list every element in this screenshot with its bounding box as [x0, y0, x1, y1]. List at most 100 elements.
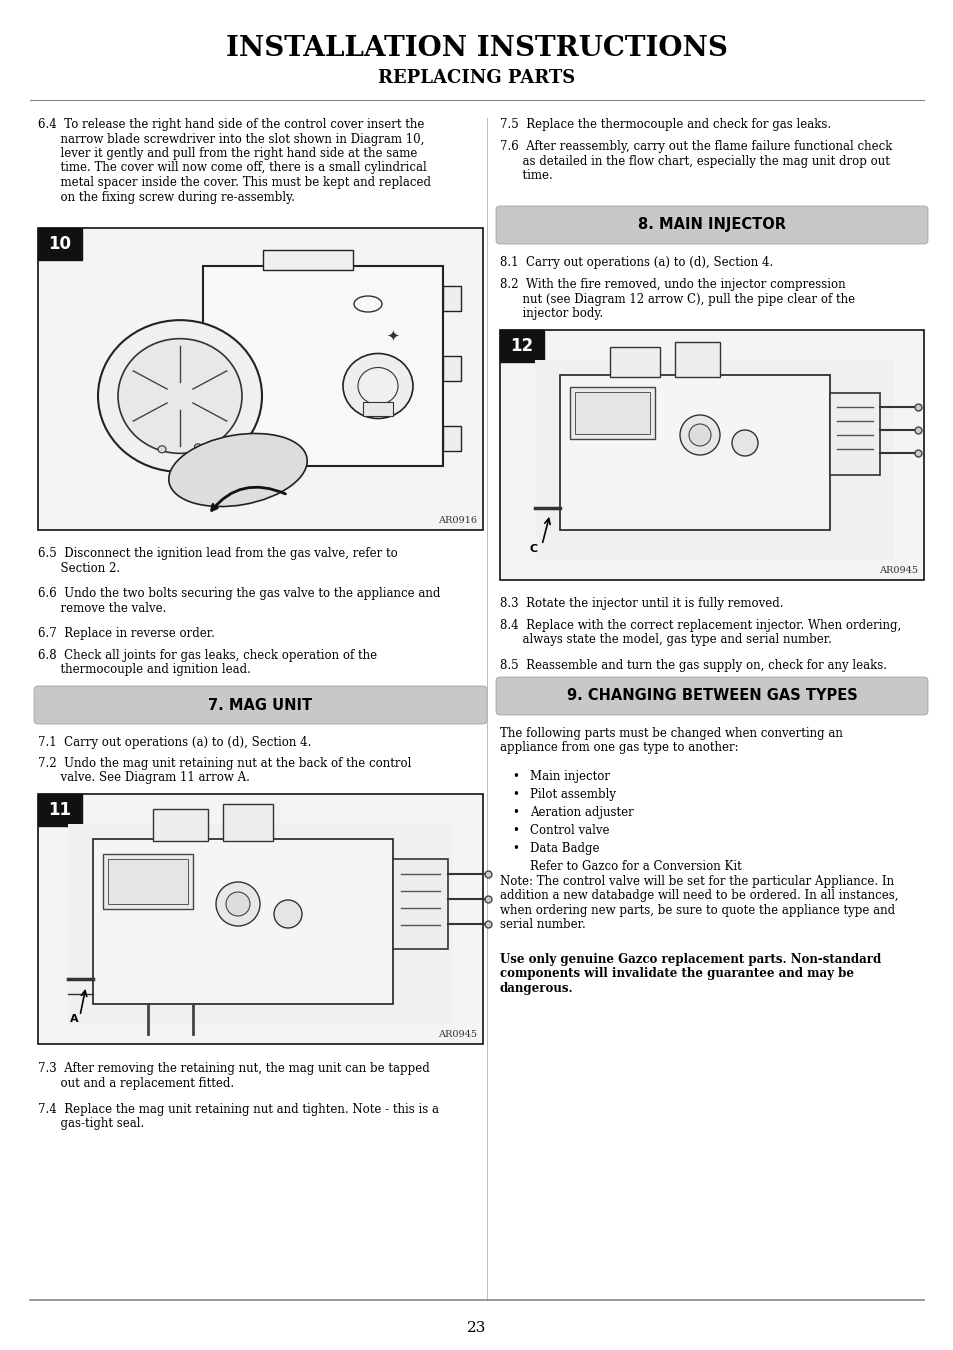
Text: 12: 12	[510, 338, 533, 355]
Text: valve. See Diagram 11 arrow A.: valve. See Diagram 11 arrow A.	[38, 771, 250, 784]
Text: injector body.: injector body.	[499, 306, 602, 320]
Circle shape	[274, 900, 302, 927]
Text: 6.8  Check all joints for gas leaks, check operation of the: 6.8 Check all joints for gas leaks, chec…	[38, 649, 376, 662]
Text: 8. MAIN INJECTOR: 8. MAIN INJECTOR	[638, 217, 785, 232]
Ellipse shape	[118, 339, 242, 454]
Text: metal spacer inside the cover. This must be kept and replaced: metal spacer inside the cover. This must…	[38, 176, 431, 189]
Text: always state the model, gas type and serial number.: always state the model, gas type and ser…	[499, 633, 831, 647]
Text: AR0945: AR0945	[878, 566, 917, 575]
Ellipse shape	[169, 433, 307, 506]
Bar	[203, 266, 442, 466]
Text: 6.5  Disconnect the ignition lead from the gas valve, refer to: 6.5 Disconnect the ignition lead from th…	[38, 547, 397, 560]
Text: out and a replacement fitted.: out and a replacement fitted.	[38, 1076, 233, 1089]
Text: Control valve: Control valve	[530, 824, 609, 837]
Text: 6.7  Replace in reverse order.: 6.7 Replace in reverse order.	[38, 626, 214, 640]
Circle shape	[679, 414, 720, 455]
Ellipse shape	[158, 446, 166, 452]
Text: •: •	[512, 842, 518, 855]
Ellipse shape	[246, 390, 260, 402]
Text: •: •	[512, 788, 518, 801]
Bar	[103, 855, 193, 909]
Text: 8.1  Carry out operations (a) to (d), Section 4.: 8.1 Carry out operations (a) to (d), Sec…	[499, 256, 773, 269]
Ellipse shape	[343, 354, 413, 418]
Text: time.: time.	[499, 169, 552, 182]
Text: A: A	[70, 1014, 78, 1025]
Circle shape	[688, 424, 710, 446]
Text: AR0916: AR0916	[437, 516, 476, 525]
Ellipse shape	[194, 444, 201, 450]
Text: •: •	[512, 806, 518, 819]
Bar	[609, 347, 659, 377]
Text: Section 2.: Section 2.	[38, 562, 120, 575]
Text: AR0945: AR0945	[437, 1030, 476, 1040]
Text: •: •	[512, 769, 518, 783]
Text: 7.1  Carry out operations (a) to (d), Section 4.: 7.1 Carry out operations (a) to (d), Sec…	[38, 736, 311, 749]
Bar	[535, 360, 893, 560]
Bar	[442, 286, 460, 310]
Bar	[263, 250, 353, 270]
Text: 8.2  With the fire removed, undo the injector compression: 8.2 With the fire removed, undo the inje…	[499, 278, 844, 292]
Bar	[442, 427, 460, 451]
Text: serial number.: serial number.	[499, 918, 585, 932]
FancyBboxPatch shape	[496, 207, 927, 244]
Text: thermocouple and ignition lead.: thermocouple and ignition lead.	[38, 663, 251, 676]
Text: 8.3  Rotate the injector until it is fully removed.: 8.3 Rotate the injector until it is full…	[499, 597, 782, 610]
Text: 6.6  Undo the two bolts securing the gas valve to the appliance and: 6.6 Undo the two bolts securing the gas …	[38, 587, 440, 599]
Text: Main injector: Main injector	[530, 769, 609, 783]
Bar	[559, 375, 829, 531]
Text: The following parts must be changed when converting an: The following parts must be changed when…	[499, 728, 842, 740]
Bar	[829, 393, 879, 475]
Text: Pilot assembly: Pilot assembly	[530, 788, 616, 801]
Text: Aeration adjuster: Aeration adjuster	[530, 806, 633, 819]
Bar	[393, 859, 448, 949]
Text: 6.4  To release the right hand side of the control cover insert the: 6.4 To release the right hand side of th…	[38, 117, 424, 131]
Bar	[68, 824, 453, 1025]
Bar	[363, 402, 393, 416]
Text: Refer to Gazco for a Conversion Kit: Refer to Gazco for a Conversion Kit	[530, 860, 741, 873]
Text: appliance from one gas type to another:: appliance from one gas type to another:	[499, 741, 738, 755]
Text: 9. CHANGING BETWEEN GAS TYPES: 9. CHANGING BETWEEN GAS TYPES	[566, 688, 857, 703]
Text: addition a new databadge will need to be ordered. In all instances,: addition a new databadge will need to be…	[499, 890, 898, 903]
Bar	[575, 392, 649, 433]
Bar	[38, 228, 482, 531]
Bar	[675, 342, 720, 377]
Text: 7. MAG UNIT: 7. MAG UNIT	[208, 698, 313, 713]
Bar	[152, 809, 208, 841]
Bar	[92, 838, 393, 1004]
Ellipse shape	[98, 320, 262, 472]
Text: 7.4  Replace the mag unit retaining nut and tighten. Note - this is a: 7.4 Replace the mag unit retaining nut a…	[38, 1103, 438, 1116]
Bar	[442, 356, 460, 381]
Bar	[499, 329, 923, 580]
Bar	[223, 805, 273, 841]
Circle shape	[731, 431, 758, 456]
Text: gas-tight seal.: gas-tight seal.	[38, 1118, 144, 1130]
FancyBboxPatch shape	[34, 686, 486, 724]
Ellipse shape	[357, 367, 397, 405]
Text: C: C	[530, 544, 537, 554]
Text: time. The cover will now come off, there is a small cylindrical: time. The cover will now come off, there…	[38, 162, 426, 174]
Text: as detailed in the flow chart, especially the mag unit drop out: as detailed in the flow chart, especiall…	[499, 154, 889, 167]
Text: dangerous.: dangerous.	[499, 981, 573, 995]
Text: lever it gently and pull from the right hand side at the same: lever it gently and pull from the right …	[38, 147, 417, 161]
Bar	[38, 228, 82, 261]
Text: ✦: ✦	[386, 328, 399, 343]
Text: •: •	[512, 824, 518, 837]
Circle shape	[215, 882, 260, 926]
Text: 7.3  After removing the retaining nut, the mag unit can be tapped: 7.3 After removing the retaining nut, th…	[38, 1062, 429, 1075]
Text: 10: 10	[49, 235, 71, 252]
Text: REPLACING PARTS: REPLACING PARTS	[378, 69, 575, 86]
Bar	[569, 387, 655, 439]
Text: components will invalidate the guarantee and may be: components will invalidate the guarantee…	[499, 968, 853, 980]
Text: 7.2  Undo the mag unit retaining nut at the back of the control: 7.2 Undo the mag unit retaining nut at t…	[38, 757, 411, 769]
FancyBboxPatch shape	[496, 676, 927, 716]
Text: 8.4  Replace with the correct replacement injector. When ordering,: 8.4 Replace with the correct replacement…	[499, 620, 901, 632]
Text: 11: 11	[49, 801, 71, 819]
Text: 8.5  Reassemble and turn the gas supply on, check for any leaks.: 8.5 Reassemble and turn the gas supply o…	[499, 659, 886, 672]
Circle shape	[226, 892, 250, 917]
Text: Note: The control valve will be set for the particular Appliance. In: Note: The control valve will be set for …	[499, 875, 893, 888]
Bar	[499, 329, 543, 362]
Ellipse shape	[354, 296, 381, 312]
Bar	[38, 794, 482, 1044]
Text: Use only genuine Gazco replacement parts. Non-standard: Use only genuine Gazco replacement parts…	[499, 953, 881, 967]
Text: remove the valve.: remove the valve.	[38, 602, 166, 614]
